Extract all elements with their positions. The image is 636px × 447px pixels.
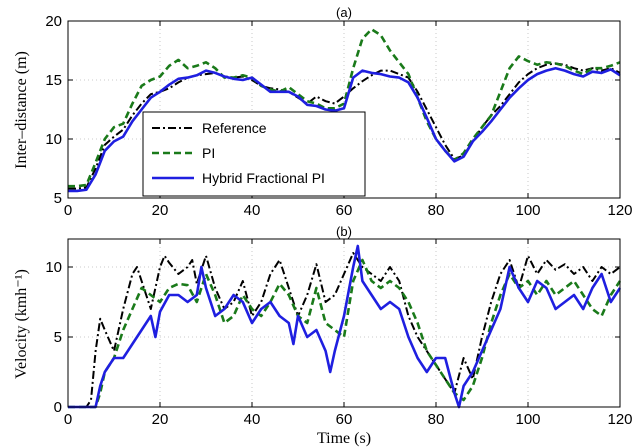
velocity-ytick-label-10: 10	[45, 259, 62, 276]
inter-distance-panel: 0 20 40 60 80 100 120 5 10 15 20 (a) Inter–distanc…	[13, 5, 633, 219]
velocity-line-hybrid-fractional-pi	[68, 244, 622, 409]
inter-distance-xtick-label-120: 120	[607, 202, 632, 219]
velocity-xtick-label-100: 100	[515, 411, 540, 428]
inter-distance-ylabel: Inter–distance (m)	[13, 51, 30, 169]
legend-label-reference: Reference	[202, 120, 267, 136]
velocity-panel: 0 20 40 60 80 100 120 0 5 10 (b) Velocity (kmh⁻¹)…	[13, 224, 633, 447]
velocity-ytick-label-0: 0	[54, 399, 62, 416]
inter-distance-series	[68, 28, 621, 193]
velocity-ytick-label-5: 5	[54, 329, 62, 346]
inter-distance-ticks: 0 20 40 60 80 100 120 5 10 15 20	[45, 13, 632, 219]
velocity-xtick-label-0: 0	[64, 411, 72, 428]
velocity-grid	[68, 239, 620, 407]
velocity-ticks: 0 20 40 60 80 100 120 0 5 10	[45, 239, 633, 428]
velocity-xtick-label-20: 20	[152, 411, 169, 428]
legend-label-pi: PI	[202, 145, 215, 161]
velocity-xtick-label-60: 60	[336, 411, 353, 428]
velocity-xtick-label-80: 80	[428, 411, 445, 428]
legend: Reference PI Hybrid Fractional PI	[142, 111, 366, 197]
inter-distance-xtick-label-40: 40	[244, 202, 261, 219]
panel-a-title: (a)	[336, 5, 352, 20]
inter-distance-line-hybrid-fractional-pi	[68, 66, 621, 193]
inter-distance-ytick-label-20: 20	[45, 13, 62, 30]
inter-distance-ytick-label-5: 5	[54, 190, 62, 207]
inter-distance-xtick-label-80: 80	[428, 202, 445, 219]
velocity-line-pi	[68, 258, 622, 409]
inter-distance-xtick-label-0: 0	[64, 202, 72, 219]
legend-label-hybrid: Hybrid Fractional PI	[202, 170, 325, 186]
inter-distance-xtick-label-20: 20	[152, 202, 169, 219]
velocity-series	[68, 244, 622, 409]
panel-b-title: (b)	[336, 224, 352, 239]
inter-distance-ytick-label-10: 10	[45, 131, 62, 148]
inter-distance-xtick-label-60: 60	[336, 202, 353, 219]
inter-distance-ytick-label-15: 15	[45, 72, 62, 89]
velocity-line-reference	[68, 252, 621, 408]
inter-distance-line-reference	[68, 62, 621, 190]
inter-distance-line-pi	[68, 28, 621, 188]
inter-distance-xtick-label-100: 100	[515, 202, 540, 219]
velocity-xtick-label-40: 40	[244, 411, 261, 428]
velocity-xtick-label-120: 120	[607, 411, 632, 428]
time-xlabel: Time (s)	[317, 430, 371, 447]
velocity-ylabel: Velocity (kmh⁻¹)	[13, 269, 30, 379]
